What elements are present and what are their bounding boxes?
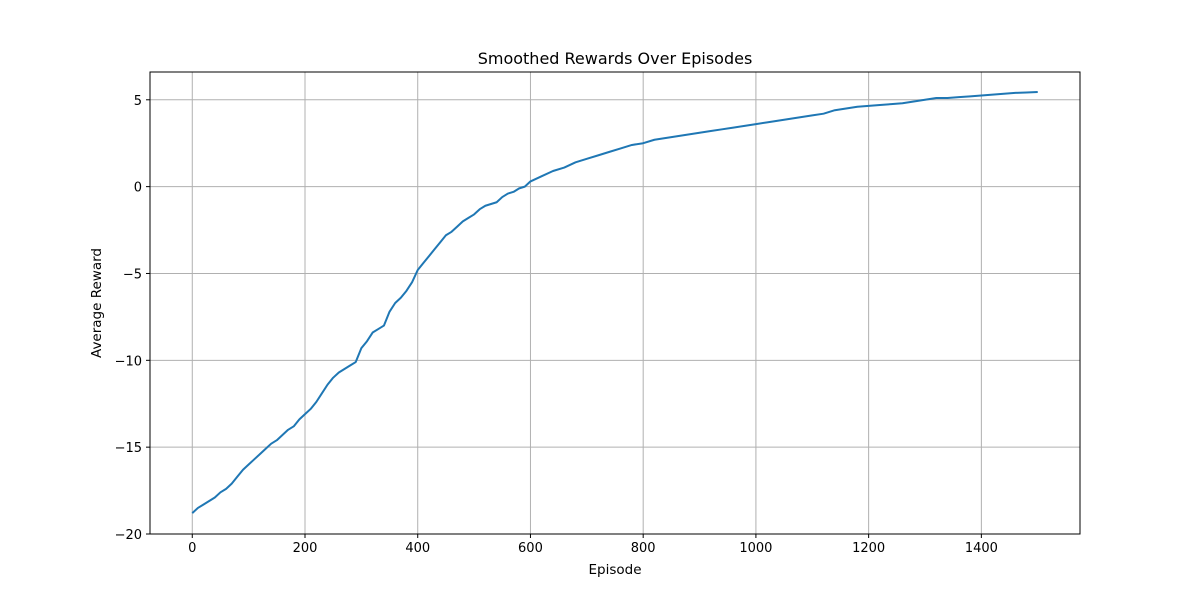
y-axis-label: Average Reward	[89, 248, 105, 358]
x-tick-label: 0	[188, 541, 196, 556]
x-tick-label: 1000	[739, 541, 772, 556]
x-tick-label: 600	[518, 541, 543, 556]
y-tick-label: −10	[115, 354, 142, 369]
x-tick-label: 400	[405, 541, 430, 556]
plot-frame	[149, 71, 1081, 535]
chart-title: Smoothed Rewards Over Episodes	[478, 49, 753, 68]
x-tick-label: 1200	[852, 541, 885, 556]
x-tick-label: 800	[631, 541, 656, 556]
x-tick-label: 1400	[965, 541, 998, 556]
x-tick-label: 200	[293, 541, 318, 556]
series-line	[191, 90, 1038, 514]
y-tick-label: 0	[134, 181, 142, 196]
y-tick-label: −5	[123, 267, 142, 282]
y-tick-label: −20	[115, 528, 142, 543]
y-tick-label: 5	[134, 94, 142, 109]
plot-area	[191, 90, 1038, 514]
y-tick-label: −15	[115, 441, 142, 456]
x-axis-label: Episode	[588, 562, 641, 578]
ticks: 0 200 400 600 800 1000 1200 1400 −20 −15 −10 −5 0 5	[115, 94, 998, 556]
